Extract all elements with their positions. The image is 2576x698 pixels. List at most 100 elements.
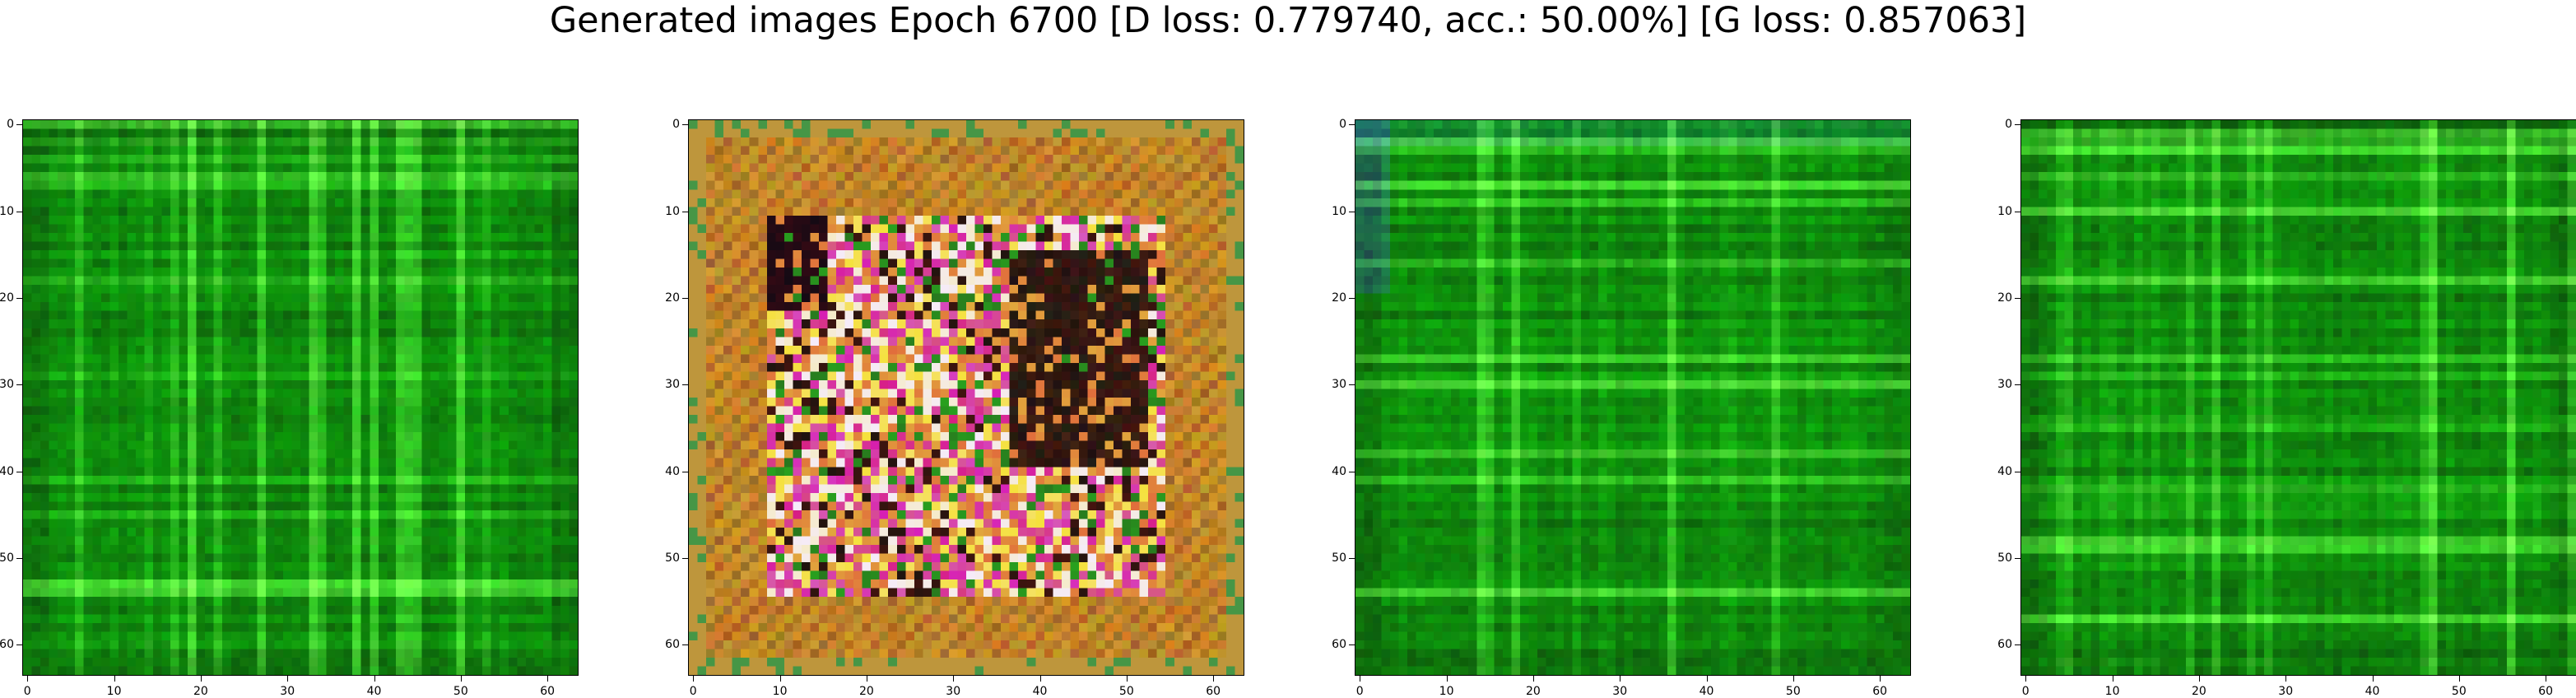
x-tick-mark <box>2285 676 2287 682</box>
y-tick-label: 0 <box>1339 118 1346 132</box>
y-tick-label: 60 <box>1997 638 2012 652</box>
x-tick-mark <box>114 676 115 682</box>
y-tick-mark <box>1349 384 1355 386</box>
generated-image <box>2021 120 2576 675</box>
y-tick-mark <box>682 124 688 126</box>
image-panel-3: 0 10 20 30 40 50 60 0 10 20 30 40 50 60 <box>1332 119 1911 697</box>
y-tick-label: 60 <box>665 638 680 652</box>
x-tick-label: 0 <box>689 685 697 698</box>
y-tick-label: 30 <box>1332 378 1346 392</box>
y-tick-mark <box>682 297 688 299</box>
x-tick-mark <box>1880 676 1881 682</box>
x-tick-mark <box>1446 676 1448 682</box>
x-tick-mark <box>2025 676 2027 682</box>
y-tick-label: 30 <box>1997 378 2012 392</box>
image-frame <box>1355 119 1911 676</box>
image-panel-4: 0 10 20 30 40 50 60 0 10 20 30 40 50 60 <box>1997 119 2576 697</box>
y-tick-mark <box>2015 557 2020 559</box>
y-tick-label: 50 <box>0 551 14 565</box>
x-tick-mark <box>1039 676 1041 682</box>
x-tick-label: 30 <box>280 685 295 698</box>
x-tick-label: 50 <box>453 685 468 698</box>
y-tick-mark <box>2015 384 2020 386</box>
x-tick-label: 10 <box>106 685 122 698</box>
image-frame <box>688 119 1244 676</box>
y-tick-label: 50 <box>665 551 680 565</box>
y-tick-label: 10 <box>1997 204 2012 218</box>
image-panel-1: 0 10 20 30 40 50 60 0 10 20 30 40 50 60 <box>0 119 579 697</box>
x-tick-label: 50 <box>1118 685 1134 698</box>
y-tick-mark <box>1349 557 1355 559</box>
y-tick-label: 0 <box>2005 118 2012 132</box>
x-tick-label: 40 <box>1699 685 1714 698</box>
y-tick-label: 20 <box>1332 291 1346 305</box>
y-tick-label: 30 <box>0 378 14 392</box>
x-tick-label: 60 <box>1872 685 1888 698</box>
generated-image <box>23 120 578 675</box>
y-tick-label: 40 <box>1332 464 1346 478</box>
x-tick-mark <box>200 676 202 682</box>
image-panel-2: 0 10 20 30 40 50 60 0 10 20 30 40 50 60 <box>665 119 1244 697</box>
x-tick-label: 40 <box>2364 685 2380 698</box>
x-tick-mark <box>2458 676 2460 682</box>
y-tick-mark <box>16 644 22 646</box>
generated-image <box>689 120 1244 675</box>
x-tick-label: 60 <box>540 685 556 698</box>
y-tick-mark <box>2015 124 2020 126</box>
x-tick-mark <box>2198 676 2200 682</box>
y-tick-label: 40 <box>0 464 14 478</box>
y-tick-label: 0 <box>672 118 680 132</box>
image-frame <box>22 119 579 676</box>
x-tick-label: 30 <box>1612 685 1628 698</box>
x-tick-mark <box>1126 676 1128 682</box>
x-tick-label: 0 <box>1355 685 1364 698</box>
y-tick-label: 10 <box>665 204 680 218</box>
y-tick-mark <box>682 644 688 646</box>
x-tick-label: 40 <box>366 685 382 698</box>
y-tick-mark <box>2015 297 2020 299</box>
x-tick-label: 10 <box>1439 685 1454 698</box>
y-tick-label: 50 <box>1997 551 2012 565</box>
y-tick-label: 20 <box>665 291 680 305</box>
y-tick-mark <box>2015 644 2020 646</box>
x-tick-label: 20 <box>2191 685 2206 698</box>
y-tick-label: 50 <box>1332 551 1346 565</box>
x-tick-mark <box>1532 676 1534 682</box>
generated-image <box>1355 120 1910 675</box>
y-tick-mark <box>16 557 22 559</box>
x-tick-label: 10 <box>2104 685 2120 698</box>
x-tick-label: 60 <box>1206 685 1221 698</box>
x-tick-label: 30 <box>946 685 961 698</box>
x-tick-label: 20 <box>193 685 208 698</box>
x-tick-label: 60 <box>2538 685 2554 698</box>
y-tick-label: 60 <box>1332 638 1346 652</box>
x-tick-mark <box>693 676 695 682</box>
x-tick-mark <box>1793 676 1794 682</box>
y-tick-label: 20 <box>1997 291 2012 305</box>
y-tick-mark <box>1349 124 1355 126</box>
x-tick-label: 30 <box>2278 685 2294 698</box>
x-tick-label: 50 <box>1785 685 1801 698</box>
y-tick-mark <box>682 557 688 559</box>
x-tick-mark <box>460 676 462 682</box>
x-tick-mark <box>953 676 955 682</box>
y-tick-mark <box>16 297 22 299</box>
x-tick-label: 0 <box>2021 685 2030 698</box>
y-tick-mark <box>1349 644 1355 646</box>
y-tick-mark <box>1349 297 1355 299</box>
figure-title: Generated images Epoch 6700 [D loss: 0.7… <box>549 0 2027 41</box>
y-tick-label: 0 <box>7 118 14 132</box>
x-tick-label: 20 <box>858 685 874 698</box>
y-tick-mark <box>682 384 688 386</box>
y-tick-label: 60 <box>0 638 14 652</box>
y-tick-label: 40 <box>665 464 680 478</box>
x-tick-label: 0 <box>23 685 31 698</box>
y-tick-label: 20 <box>0 291 14 305</box>
y-tick-mark <box>16 124 22 126</box>
x-tick-label: 40 <box>1032 685 1048 698</box>
x-tick-mark <box>374 676 375 682</box>
image-frame <box>2020 119 2576 676</box>
x-tick-label: 20 <box>1525 685 1541 698</box>
y-tick-label: 10 <box>1332 204 1346 218</box>
y-tick-label: 10 <box>0 204 14 218</box>
